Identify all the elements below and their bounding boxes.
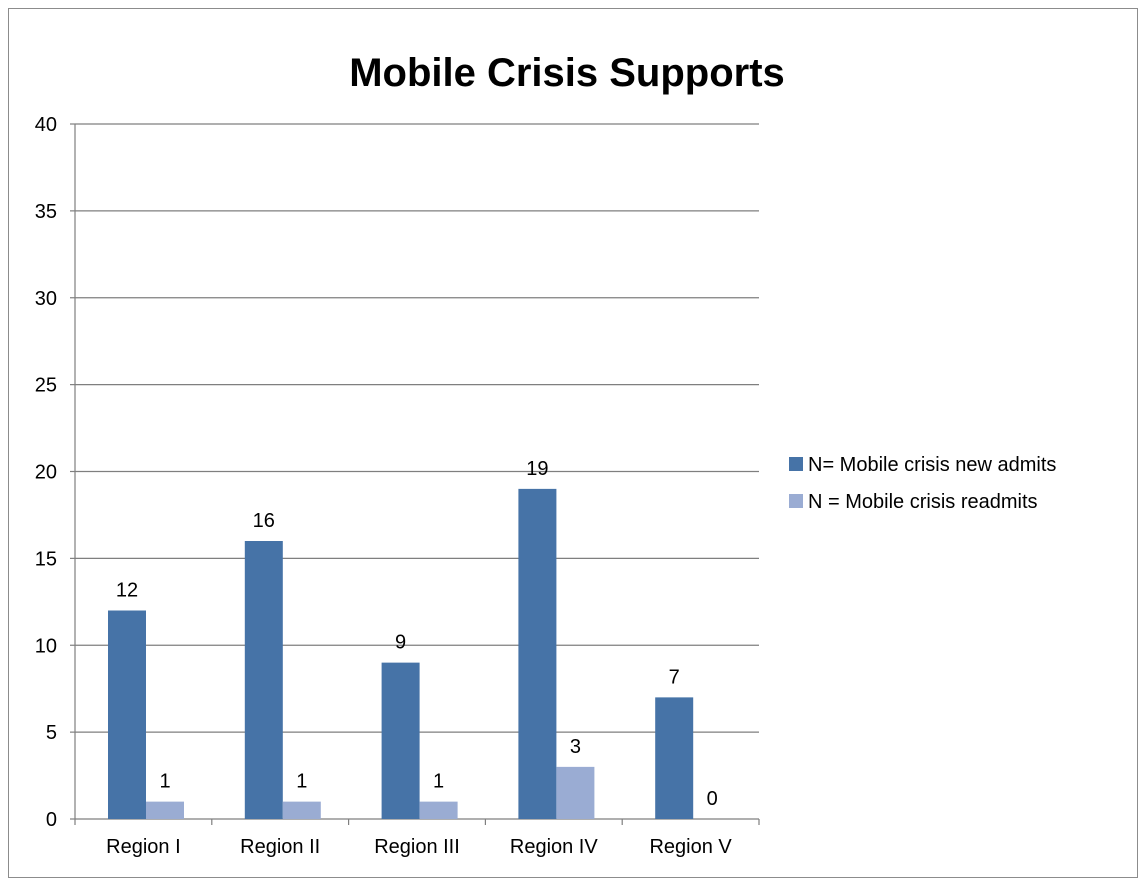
x-tick-label: Region V	[649, 836, 732, 858]
bar-readmits	[146, 801, 184, 819]
bar-new-admits	[244, 541, 283, 819]
bar-new-admits	[518, 488, 557, 819]
legend-label: N = Mobile crisis readmits	[808, 491, 1038, 513]
data-label: 12	[116, 580, 138, 602]
y-tick-label: 40	[35, 114, 57, 136]
bar-new-admits	[381, 662, 420, 819]
chart-title: Mobile Crisis Supports	[349, 51, 785, 95]
bars	[108, 488, 694, 819]
y-tick-label: 30	[35, 288, 57, 310]
x-tick-label: Region I	[106, 836, 181, 858]
bar-new-admits	[108, 610, 146, 819]
bar-chart: Mobile Crisis Supports 0510152025303540R…	[35, 51, 1057, 858]
legend-swatch	[789, 494, 803, 508]
x-tick-label: Region II	[240, 836, 320, 858]
data-label: 19	[526, 458, 548, 480]
x-tick-label: Region IV	[510, 836, 598, 858]
data-label: 7	[669, 666, 680, 688]
y-tick-label: 35	[35, 201, 57, 223]
legend-swatch	[789, 457, 803, 471]
bar-readmits	[419, 801, 458, 819]
bar-new-admits	[655, 697, 694, 819]
y-tick-label: 25	[35, 375, 57, 397]
bar-readmits	[556, 766, 595, 819]
y-tick-label: 20	[35, 462, 57, 484]
data-label: 1	[159, 771, 170, 793]
x-tick-label: Region III	[374, 836, 460, 858]
data-label: 16	[253, 510, 275, 532]
bar-readmits	[282, 801, 321, 819]
y-tick-label: 10	[35, 635, 57, 657]
y-tick-label: 15	[35, 548, 57, 570]
y-tick-label: 5	[46, 722, 57, 744]
chart-frame: Mobile Crisis Supports 0 5 10 15 20 25 30 35 40 R…	[8, 8, 1138, 878]
legend-label: N= Mobile crisis new admits	[808, 454, 1056, 476]
data-label: 9	[395, 632, 406, 654]
y-tick-label: 0	[46, 809, 57, 831]
gridlines	[75, 123, 759, 733]
data-label: 0	[707, 788, 718, 810]
data-label: 1	[433, 771, 444, 793]
legend: N= Mobile crisis new admits N = Mobile cr…	[789, 454, 1056, 513]
data-label: 3	[570, 736, 581, 758]
data-label: 1	[296, 771, 307, 793]
